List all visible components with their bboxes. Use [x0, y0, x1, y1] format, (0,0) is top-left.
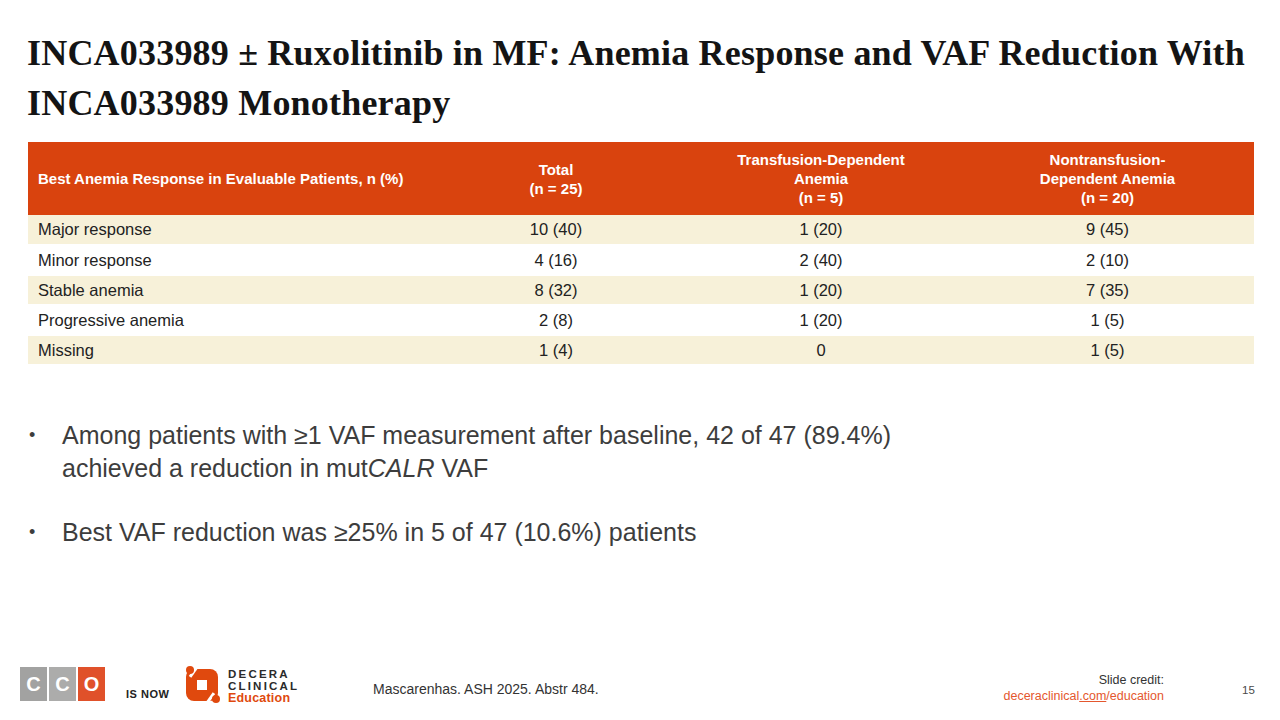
bullet-marker: •	[25, 419, 62, 452]
slide-credit-link[interactable]: deceraclinical.com/education	[1003, 689, 1164, 703]
table-row: Stable anemia 8 (32) 1 (20) 7 (35)	[28, 275, 1254, 305]
bullet-text-line1: Among patients with ≥1 VAF measurement a…	[62, 421, 891, 449]
bullet-text-suffix: VAF	[434, 454, 488, 482]
col-header-total: Total (n = 25)	[431, 142, 681, 215]
table-header-row: Best Anemia Response in Evaluable Patien…	[28, 142, 1254, 215]
header-line: Anemia	[794, 170, 848, 187]
decera-icon-dot	[186, 666, 194, 674]
decera-wordmark-line: DECERA	[228, 668, 299, 680]
is-now-label: IS NOW	[126, 688, 169, 700]
col-header-transfusion-dependent: Transfusion-Dependent Anemia (n = 5)	[681, 142, 961, 215]
citation: Mascarenhas. ASH 2025. Abstr 484.	[373, 681, 599, 697]
cell-ntd: 7 (35)	[961, 275, 1254, 305]
header-line: (n = 5)	[799, 189, 844, 206]
cell-td: 1 (20)	[681, 215, 961, 245]
slide: INCA033989 ± Ruxolitinib in MF: Anemia R…	[0, 0, 1280, 720]
header-line: Nontransfusion-	[1050, 151, 1166, 168]
cell-td: 1 (20)	[681, 275, 961, 305]
table-row: Progressive anemia 2 (8) 1 (20) 1 (5)	[28, 305, 1254, 335]
decera-logo-icon	[186, 666, 220, 703]
slide-credit-label: Slide credit:	[1003, 672, 1164, 688]
bullet-item-vaf-reduction: • Among patients with ≥1 VAF measurement…	[25, 419, 1235, 485]
link-prefix: deceraclinical	[1003, 689, 1079, 703]
link-suffix: /education	[1106, 689, 1164, 703]
bullet-text-line2: achieved a reduction in mut	[62, 454, 368, 482]
decera-icon-dot	[212, 695, 220, 703]
cell-td: 1 (20)	[681, 305, 961, 335]
row-label: Minor response	[28, 245, 431, 275]
anemia-response-table: Best Anemia Response in Evaluable Patien…	[28, 142, 1254, 366]
cell-td: 0	[681, 335, 961, 365]
bullet-marker: •	[25, 516, 62, 549]
cell-td: 2 (40)	[681, 245, 961, 275]
header-line: (n = 20)	[1081, 189, 1134, 206]
bullet-text: Among patients with ≥1 VAF measurement a…	[62, 419, 1235, 485]
table-row: Missing 1 (4) 0 1 (5)	[28, 335, 1254, 365]
header-line: (n = 25)	[530, 180, 583, 197]
cell-ntd: 9 (45)	[961, 215, 1254, 245]
bullet-list: • Among patients with ≥1 VAF measurement…	[25, 419, 1235, 549]
cell-total: 10 (40)	[431, 215, 681, 245]
cell-total: 1 (4)	[431, 335, 681, 365]
cco-logo-letter: O	[78, 667, 105, 701]
table-row: Minor response 4 (16) 2 (40) 2 (10)	[28, 245, 1254, 275]
cell-ntd: 1 (5)	[961, 305, 1254, 335]
row-label: Progressive anemia	[28, 305, 431, 335]
header-line: Total	[539, 161, 574, 178]
col-header-response: Best Anemia Response in Evaluable Patien…	[28, 142, 431, 215]
cell-ntd: 1 (5)	[961, 335, 1254, 365]
row-label: Major response	[28, 215, 431, 245]
bullet-item-best-vaf: • Best VAF reduction was ≥25% in 5 of 47…	[25, 516, 1235, 549]
cell-total: 2 (8)	[431, 305, 681, 335]
link-underlined: .com	[1079, 689, 1106, 703]
decera-icon-center	[197, 680, 207, 690]
slide-credit: Slide credit: deceraclinical.com/educati…	[1003, 672, 1164, 704]
row-label: Missing	[28, 335, 431, 365]
header-line: Dependent Anemia	[1040, 170, 1175, 187]
cco-logo-letter: C	[20, 667, 47, 701]
table-row: Major response 10 (40) 1 (20) 9 (45)	[28, 215, 1254, 245]
gene-name-italic: CALR	[368, 454, 435, 482]
cco-logo: C C O	[20, 667, 105, 701]
decera-logo-text: DECERA CLINICAL Education	[228, 668, 299, 704]
header-line: Transfusion-Dependent	[737, 151, 905, 168]
cell-ntd: 2 (10)	[961, 245, 1254, 275]
cell-total: 4 (16)	[431, 245, 681, 275]
bullet-text: Best VAF reduction was ≥25% in 5 of 47 (…	[62, 516, 1235, 549]
page-title: INCA033989 ± Ruxolitinib in MF: Anemia R…	[27, 28, 1257, 128]
decera-education-label: Education	[228, 692, 299, 704]
page-number: 15	[1242, 684, 1255, 696]
row-label: Stable anemia	[28, 275, 431, 305]
col-header-nontransfusion-dependent: Nontransfusion- Dependent Anemia (n = 20)	[961, 142, 1254, 215]
cco-logo-letter: C	[49, 667, 76, 701]
cell-total: 8 (32)	[431, 275, 681, 305]
